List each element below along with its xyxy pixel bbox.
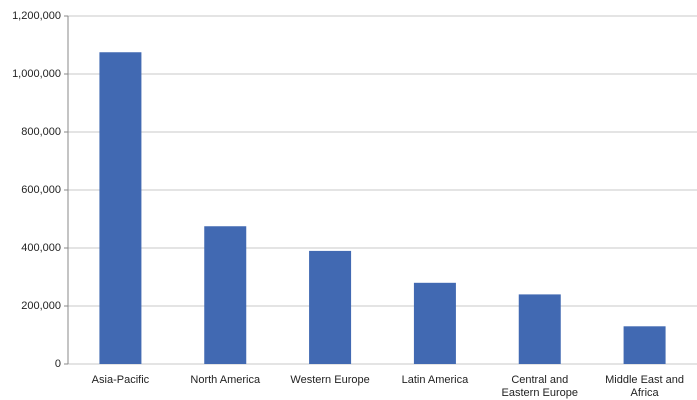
x-tick-label: Western Europe (290, 374, 370, 386)
y-tick-label: 600,000 (21, 184, 61, 196)
bar (309, 250, 352, 364)
y-tick-label: 1,000,000 (12, 68, 61, 80)
bar (204, 226, 247, 364)
y-tick-label: 0 (55, 358, 61, 370)
x-tick-label: North America (190, 374, 261, 386)
x-tick-label: Middle East and Africa (605, 374, 685, 399)
y-tick-label: 400,000 (21, 242, 61, 254)
y-tick-label: 200,000 (21, 300, 61, 312)
bar (413, 282, 456, 364)
bar (99, 52, 142, 364)
x-tick-label: Asia-Pacific (91, 374, 150, 386)
bar (518, 294, 561, 364)
y-tick-label: 800,000 (21, 126, 61, 138)
x-tick-label: Latin America (401, 374, 469, 386)
x-tick-label: Central and Eastern Europe (501, 374, 578, 399)
y-tick-label: 1,200,000 (12, 10, 61, 22)
bar (623, 326, 666, 364)
